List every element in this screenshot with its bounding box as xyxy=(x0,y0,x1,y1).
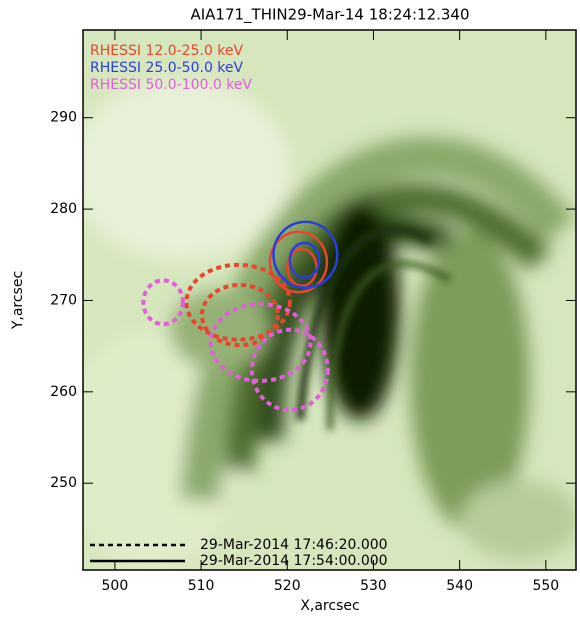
contour xyxy=(199,282,280,348)
y-tick-label: 250 xyxy=(50,475,77,491)
contour xyxy=(184,262,292,342)
x-tick-label: 550 xyxy=(532,578,559,594)
contour xyxy=(268,230,329,294)
legend-label: 29-Mar-2014 17:46:20.000 xyxy=(200,537,388,553)
y-tick-label: 260 xyxy=(50,384,77,400)
contour xyxy=(208,302,313,383)
y-tick-label: 270 xyxy=(50,292,77,308)
x-tick-label: 540 xyxy=(446,578,473,594)
x-tick-label: 520 xyxy=(274,578,301,594)
solar-image xyxy=(83,30,576,570)
x-tick-label: 510 xyxy=(188,578,215,594)
legend-label: RHESSI 12.0-25.0 keV xyxy=(90,43,244,59)
x-tick-label: 530 xyxy=(360,578,387,594)
legend-label: 29-Mar-2014 17:54:00.000 xyxy=(200,553,388,569)
chart-title: AIA171_THIN29-Mar-14 18:24:12.340 xyxy=(190,6,469,25)
contour xyxy=(249,327,330,413)
y-tick-label: 280 xyxy=(50,201,77,217)
y-axis-label: Y,arcsec xyxy=(10,271,26,330)
legend-label: RHESSI 50.0-100.0 keV xyxy=(90,77,252,93)
legend-label: RHESSI 25.0-50.0 keV xyxy=(90,60,244,76)
x-axis-label: X,arcsec xyxy=(300,598,359,614)
x-tick-label: 500 xyxy=(102,578,129,594)
y-tick-label: 290 xyxy=(50,110,77,126)
contour xyxy=(288,241,321,279)
contour xyxy=(272,220,339,289)
contour xyxy=(141,278,185,327)
